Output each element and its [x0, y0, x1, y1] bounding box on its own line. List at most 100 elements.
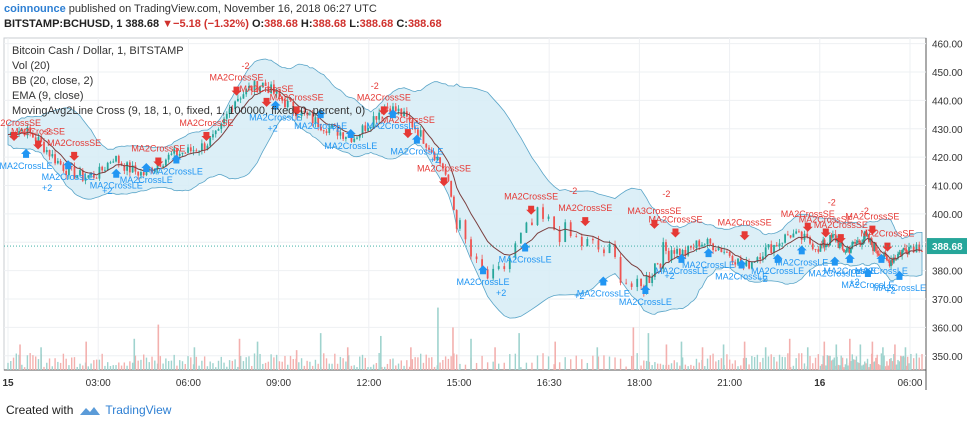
candle-body	[519, 232, 522, 244]
long-signal-label: MA2CrossLE	[366, 121, 419, 131]
published-text: published on TradingView.com, November 1…	[68, 3, 377, 15]
candle-body	[195, 150, 198, 152]
candle-body	[112, 161, 115, 163]
last-price-label: 388.68	[932, 242, 963, 253]
candle-body	[450, 181, 453, 197]
candle-body	[189, 147, 192, 152]
candle-body	[492, 268, 495, 279]
candle-body	[87, 175, 90, 178]
short-signal-qty: -2	[371, 81, 379, 91]
candle-body	[887, 260, 890, 262]
long-signal-label: MA2CrossLE	[42, 172, 95, 182]
x-tick-label: 16:30	[537, 378, 562, 389]
short-signal-qty: -2	[242, 61, 250, 71]
candle-body	[126, 162, 128, 171]
candle-body	[331, 124, 333, 128]
candle-body	[26, 127, 29, 136]
long-signal-arrow-icon	[520, 242, 531, 252]
candle-body	[847, 247, 850, 249]
candle-body	[863, 231, 866, 240]
candle-body	[284, 100, 286, 108]
long-signal-label: MA2CrossLE	[619, 297, 672, 307]
tradingview-link[interactable]: TradingView	[105, 403, 172, 417]
legend-strategy[interactable]: MovingAvg2Line Cross (9, 18, 1, 0, fixed…	[12, 105, 366, 117]
x-tick-label: 18:00	[627, 378, 652, 389]
low-value: 388.68	[359, 18, 394, 30]
author-link[interactable]: coinnounce	[4, 3, 66, 15]
candle-body	[817, 249, 820, 252]
long-signal-label: MA2CrossLE	[808, 269, 861, 279]
candle-body	[128, 162, 131, 173]
candle-body	[430, 149, 433, 153]
change-arrow-icon: ▼	[162, 18, 174, 30]
long-signal-qty: +2	[267, 124, 277, 134]
legend-title: Bitcoin Cash / Dollar, 1, BITSTAMP	[12, 45, 184, 57]
candle-body	[698, 240, 701, 247]
y-tick-label: 430.00	[932, 125, 963, 136]
open-value: 388.68	[264, 18, 298, 30]
long-signal-label: MA2CrossLE	[390, 147, 443, 157]
long-signal-label: MA2CrossLE	[0, 161, 53, 171]
candle-body	[400, 108, 403, 117]
long-signal-qty: +2	[331, 124, 341, 134]
x-tick-label: 15:00	[446, 378, 471, 389]
candle-body	[37, 137, 40, 142]
candle-body	[877, 253, 880, 256]
candle-body	[350, 135, 353, 142]
candle-body	[300, 110, 303, 117]
candle-body	[858, 240, 861, 243]
candle-body	[98, 166, 101, 179]
candle-body	[648, 275, 651, 283]
long-signal-label: MA2CrossLE	[577, 289, 630, 299]
candle-body	[819, 244, 822, 252]
short-signal-qty: -2	[43, 126, 51, 136]
candle-body	[45, 150, 48, 153]
legend-volume[interactable]: Vol (20)	[12, 60, 50, 72]
candle-body	[394, 106, 397, 112]
candle-body	[531, 222, 533, 226]
candle-body	[328, 127, 331, 134]
price-chart[interactable]: 350.00360.00370.00380.00390.00400.00410.…	[0, 34, 969, 396]
candle-body	[59, 160, 62, 165]
candle-body	[464, 220, 467, 240]
candle-body	[342, 132, 345, 139]
candle-body	[104, 169, 106, 171]
candle-body	[868, 234, 870, 242]
candle-body	[54, 154, 56, 164]
short-signal-arrow-icon	[802, 222, 813, 232]
short-signal-arrow-icon	[153, 157, 164, 167]
candle-body	[636, 278, 639, 287]
long-signal-arrow-icon	[345, 128, 356, 138]
candle-body	[162, 165, 165, 167]
candle-body	[18, 131, 20, 135]
short-signal-label: MA2CrossSE	[558, 203, 612, 213]
candle-body	[558, 229, 561, 243]
candle-body	[734, 262, 737, 265]
candle-body	[314, 117, 317, 124]
candle-body	[286, 100, 289, 108]
candle-body	[876, 250, 879, 254]
candle-body	[422, 130, 425, 144]
candle-body	[775, 245, 778, 247]
candle-body	[48, 150, 51, 157]
candle-body	[709, 238, 712, 244]
candle-body	[73, 166, 76, 179]
candle-body	[723, 251, 726, 253]
candle-body	[361, 125, 364, 135]
long-signal-arrow-icon	[796, 245, 807, 255]
candle-body	[789, 235, 792, 238]
candle-body	[690, 245, 692, 248]
candle-body	[419, 130, 422, 137]
candle-body	[667, 250, 670, 261]
legend-ema[interactable]: EMA (9, close)	[12, 90, 84, 102]
candle-body	[845, 248, 848, 252]
candle-body	[614, 244, 616, 257]
candle-body	[459, 220, 461, 229]
candle-body	[115, 155, 117, 162]
legend-bollinger[interactable]: BB (20, close, 2)	[12, 75, 94, 87]
candle-body	[250, 85, 253, 91]
long-signal-qty: +2	[758, 274, 768, 284]
x-tick-label: 06:00	[176, 378, 201, 389]
candle-body	[242, 94, 245, 99]
candle-body	[706, 238, 709, 245]
